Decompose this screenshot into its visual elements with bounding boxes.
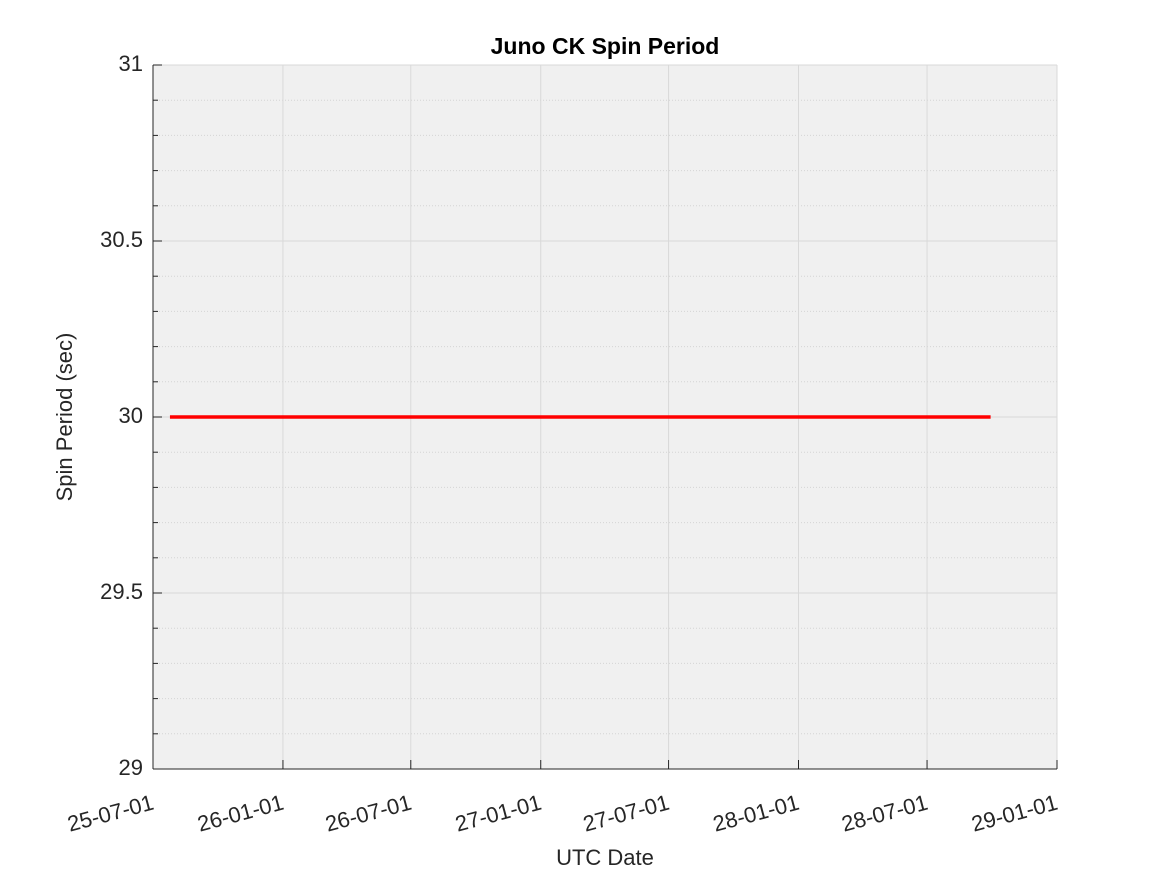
y-axis-label: Spin Period (sec)	[52, 333, 77, 502]
y-tick-label: 29.5	[100, 579, 143, 604]
chart-title: Juno CK Spin Period	[491, 33, 720, 59]
y-tick-label: 30	[119, 403, 143, 428]
y-tick-label: 29	[119, 755, 143, 780]
y-tick-label: 31	[119, 51, 143, 76]
x-axis-label: UTC Date	[556, 845, 654, 870]
y-tick-label: 30.5	[100, 227, 143, 252]
